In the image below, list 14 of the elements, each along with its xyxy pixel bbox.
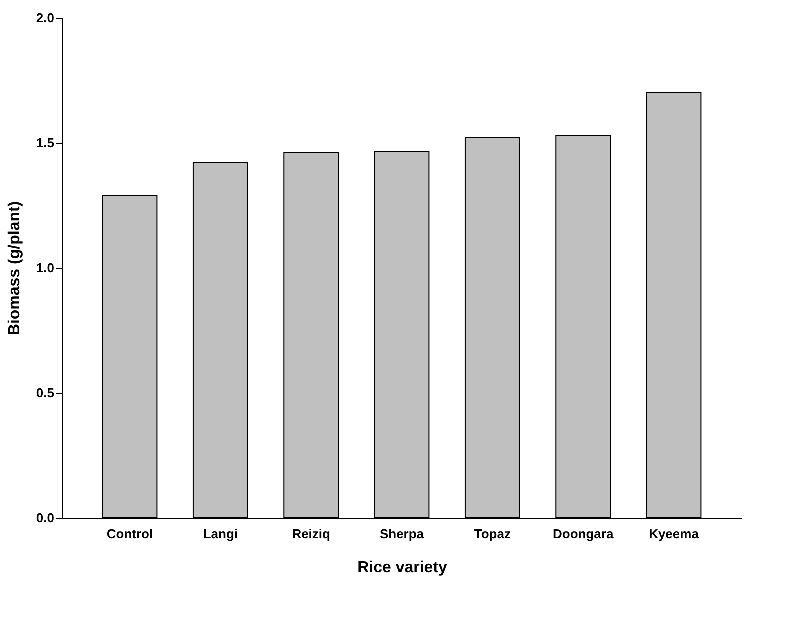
x-tick-label: Doongara — [552, 526, 614, 542]
x-tick-label: Control — [106, 526, 154, 542]
x-tick-label: Topaz — [474, 526, 512, 542]
y-tick-label: 1.5 — [36, 136, 54, 150]
x-axis-title: Rice variety — [358, 560, 448, 576]
x-tick-label: Langi — [203, 526, 238, 542]
y-tick-label: 0.0 — [36, 510, 54, 526]
x-tick-label: Kyeema — [649, 526, 700, 542]
y-axis-title: Biomass (g/plant) — [6, 201, 24, 336]
y-tick-label: 0.5 — [36, 386, 54, 400]
y-tick-label: 2.0 — [36, 10, 54, 26]
y-tick-label: 1.0 — [36, 260, 54, 276]
x-tick-label: Sherpa — [380, 526, 425, 542]
x-tick-label: Reiziq — [292, 526, 331, 542]
